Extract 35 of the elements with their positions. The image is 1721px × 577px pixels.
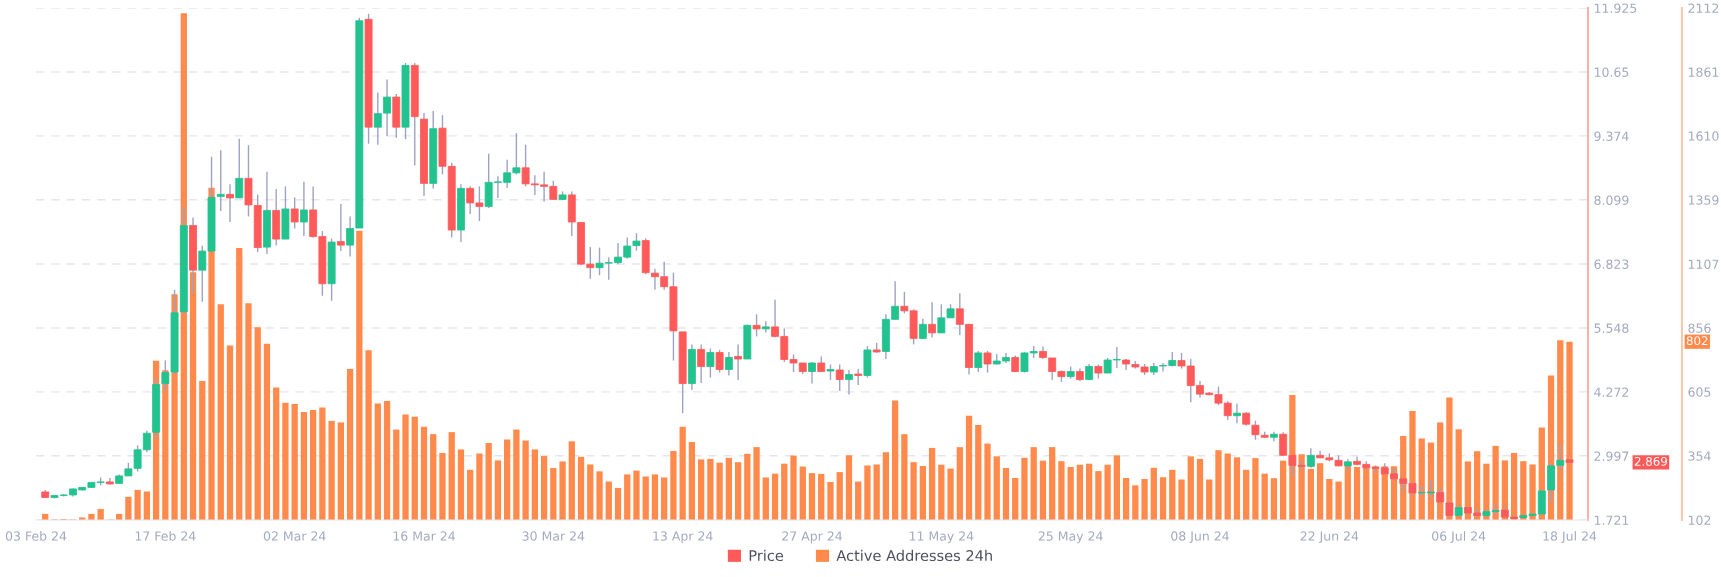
y-tick-label: 4.272	[1594, 387, 1629, 397]
text: 2.869	[1634, 456, 1667, 466]
x-tick-label: 18 Jul 24	[1543, 531, 1597, 544]
y2-tick-label: 354	[1688, 451, 1711, 461]
legend-label: Price	[749, 549, 784, 562]
x-tick-label: 30 Mar 24	[522, 531, 585, 541]
text: 802	[1686, 336, 1708, 346]
y2-tick-label: 1610	[1688, 131, 1719, 141]
y2-tick-label: 102	[1688, 515, 1711, 525]
y2-tick-label: 1107	[1688, 259, 1719, 269]
x-tick-label: 25 May 24	[1038, 531, 1103, 544]
x-tick-label: 06 Jul 24	[1432, 531, 1486, 544]
x-tick-label: 27 Apr 24	[782, 531, 842, 544]
y-tick-label: 6.823	[1594, 259, 1629, 269]
y2-tick-label: 856	[1688, 323, 1711, 333]
x-tick-label: 13 Apr 24	[653, 531, 713, 544]
y2-tick-label: 1359	[1688, 195, 1719, 205]
legend-label: Active Addresses 24h	[836, 549, 992, 562]
y-tick-label: 1.721	[1594, 515, 1629, 525]
y-tick-label: 10.65	[1594, 67, 1629, 77]
x-tick-label: 08 Jun 24	[1171, 531, 1229, 544]
y-tick-label: 5.548	[1594, 323, 1629, 333]
y-tick-label: 9.374	[1594, 131, 1629, 141]
x-tick-label: 22 Jun 24	[1300, 531, 1359, 544]
x-tick-label: 02 Mar 24	[263, 531, 326, 541]
y2-tick-label: 2112	[1688, 3, 1719, 13]
y2-tick-label: 605	[1688, 387, 1711, 397]
y-tick-label: 11.925	[1594, 3, 1637, 13]
x-tick-label: 16 Mar 24	[393, 531, 455, 541]
y-tick-label: 2.997	[1594, 451, 1629, 461]
x-tick-label: 03 Feb 24	[5, 531, 67, 541]
y-tick-label: 8.099	[1594, 195, 1629, 205]
y2-tick-label: 1861	[1688, 67, 1719, 77]
x-tick-label: 17 Feb 24	[135, 531, 196, 541]
x-tick-label: 11 May 24	[909, 531, 974, 544]
